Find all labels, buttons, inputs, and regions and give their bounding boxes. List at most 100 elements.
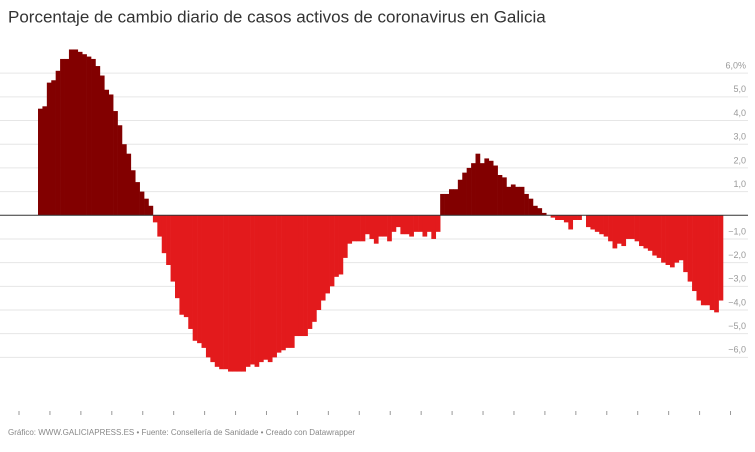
bar bbox=[356, 215, 361, 242]
bar bbox=[630, 215, 635, 239]
bar bbox=[568, 215, 574, 230]
bar bbox=[532, 205, 538, 216]
bar bbox=[232, 215, 238, 372]
bar bbox=[395, 215, 401, 228]
bar bbox=[152, 215, 158, 223]
bar bbox=[210, 215, 216, 363]
bar bbox=[316, 215, 322, 310]
bar bbox=[329, 215, 335, 287]
bar bbox=[714, 215, 719, 313]
bar bbox=[692, 215, 697, 292]
bar bbox=[289, 215, 295, 348]
bar bbox=[652, 215, 658, 256]
y-tick-label: 6,0% bbox=[725, 61, 746, 71]
bar bbox=[205, 215, 211, 358]
bar bbox=[126, 153, 132, 216]
bar bbox=[462, 172, 467, 216]
bar bbox=[435, 215, 441, 232]
bar bbox=[281, 215, 286, 351]
bar bbox=[121, 144, 127, 216]
bar bbox=[139, 191, 145, 216]
bar bbox=[502, 177, 507, 216]
bar bbox=[661, 215, 666, 263]
bar bbox=[718, 215, 724, 301]
bar bbox=[493, 165, 498, 216]
bar bbox=[471, 163, 476, 216]
y-tick-label: −2,0 bbox=[728, 250, 746, 260]
bar bbox=[170, 215, 176, 282]
bar bbox=[616, 215, 622, 244]
y-tick-label: 2,0 bbox=[733, 155, 746, 165]
bar bbox=[157, 215, 163, 237]
bar bbox=[77, 51, 83, 216]
bar bbox=[590, 215, 596, 230]
bar bbox=[537, 208, 543, 216]
bar bbox=[334, 215, 339, 277]
bar bbox=[117, 125, 123, 216]
bar bbox=[347, 215, 353, 244]
bar bbox=[422, 215, 428, 237]
bar bbox=[60, 58, 65, 216]
bar bbox=[254, 215, 260, 367]
bar bbox=[250, 215, 255, 365]
bar bbox=[86, 56, 92, 216]
bar bbox=[515, 186, 521, 216]
bar bbox=[488, 160, 494, 216]
bar bbox=[64, 58, 70, 216]
bar bbox=[683, 215, 688, 273]
bar bbox=[369, 215, 375, 239]
bar bbox=[634, 215, 640, 242]
bar bbox=[285, 215, 291, 348]
bar bbox=[475, 153, 481, 216]
bar bbox=[426, 215, 432, 232]
y-tick-label: −6,0 bbox=[728, 345, 746, 355]
bar bbox=[179, 215, 185, 315]
y-tick-label: −4,0 bbox=[728, 297, 746, 307]
bar bbox=[258, 215, 264, 363]
bar bbox=[497, 175, 503, 216]
bar bbox=[418, 215, 423, 232]
bar bbox=[351, 215, 357, 242]
y-tick-label: 3,0 bbox=[733, 132, 746, 142]
bar bbox=[228, 215, 233, 372]
bar bbox=[144, 198, 149, 216]
bar bbox=[621, 215, 627, 247]
bar bbox=[95, 66, 101, 216]
bar bbox=[219, 215, 224, 370]
y-tick-label: 4,0 bbox=[733, 108, 746, 118]
bar bbox=[38, 108, 43, 216]
bar bbox=[696, 215, 702, 301]
bar bbox=[577, 215, 582, 220]
bar bbox=[431, 215, 437, 239]
bar bbox=[400, 215, 406, 235]
bar bbox=[91, 58, 96, 216]
bar bbox=[42, 106, 48, 216]
bar bbox=[541, 212, 547, 216]
bar bbox=[709, 215, 715, 310]
bar bbox=[449, 189, 454, 216]
bar bbox=[563, 215, 569, 223]
bar bbox=[453, 189, 459, 216]
bar bbox=[382, 215, 388, 237]
bar bbox=[656, 215, 662, 258]
bar bbox=[161, 215, 167, 254]
bar bbox=[166, 215, 171, 265]
bar bbox=[599, 215, 604, 235]
bar bbox=[183, 215, 189, 318]
bar bbox=[312, 215, 317, 322]
bar bbox=[479, 163, 485, 216]
bar bbox=[457, 179, 463, 216]
bar bbox=[99, 75, 105, 216]
bar bbox=[444, 193, 450, 216]
bar bbox=[188, 215, 193, 329]
y-tick-label: −5,0 bbox=[728, 321, 746, 331]
bar bbox=[325, 215, 330, 294]
bar bbox=[108, 94, 114, 216]
bar bbox=[674, 215, 680, 263]
bar bbox=[46, 82, 52, 216]
bar bbox=[603, 215, 609, 237]
bar bbox=[404, 215, 410, 235]
bar bbox=[236, 215, 242, 372]
bar bbox=[639, 215, 644, 247]
